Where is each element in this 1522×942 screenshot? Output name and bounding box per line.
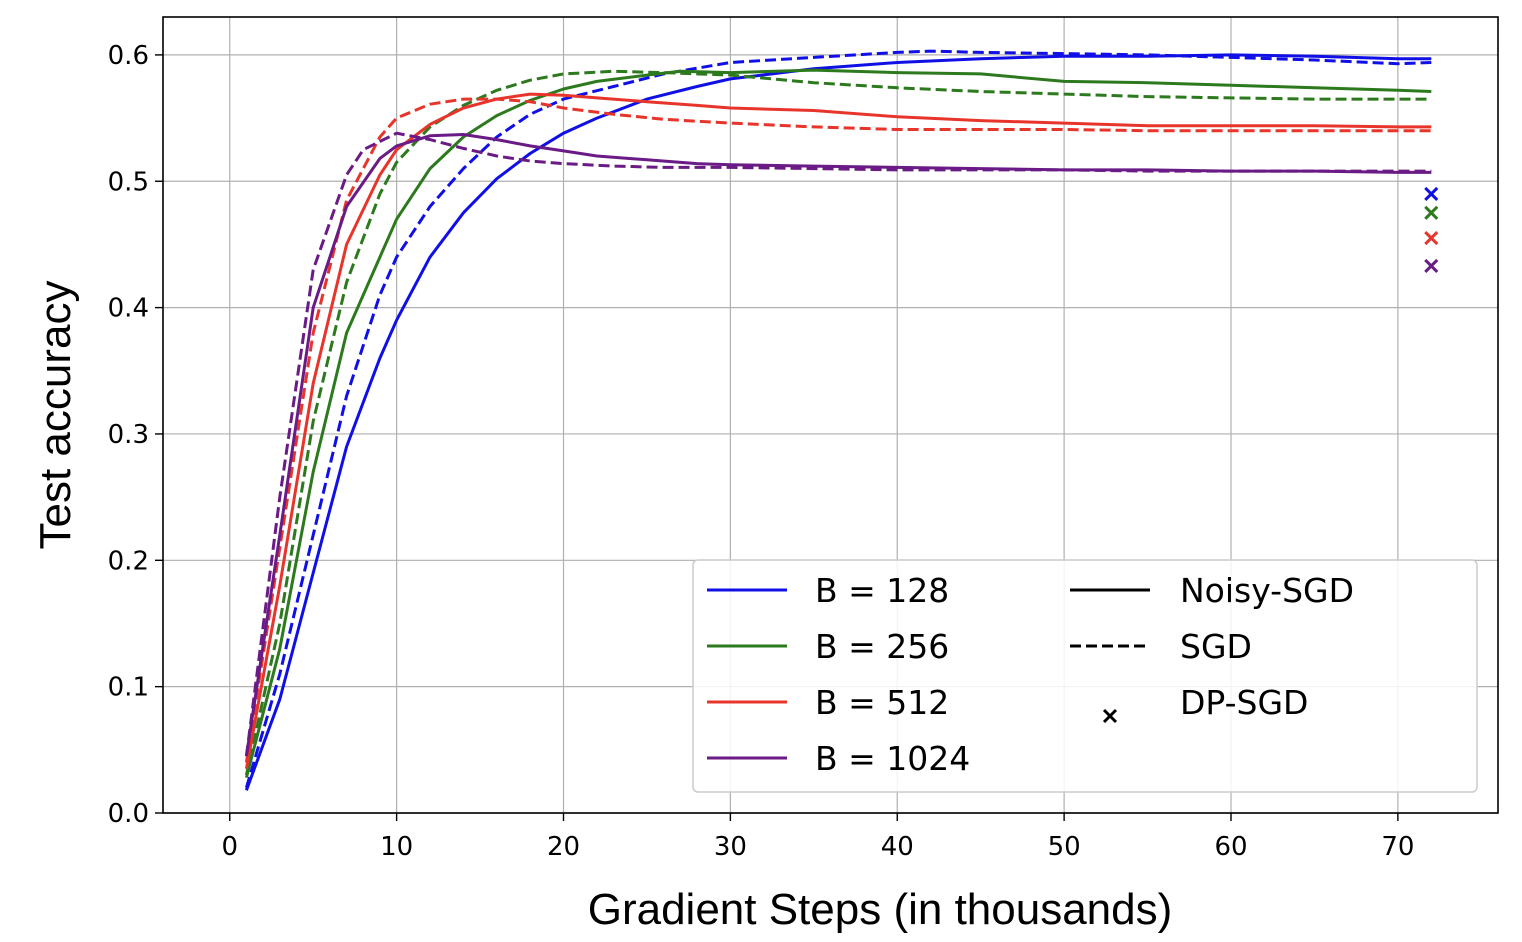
y-tick-label: 0.6 [108,41,149,71]
y-tick-label: 0.3 [108,420,149,450]
legend-method-label: DP-SGD [1180,683,1308,722]
series-line-b-128-noisy-sgd [244,53,1432,791]
dp-sgd-marker-stroke [1424,186,1439,201]
series-line-b-512-sgd [244,97,1432,763]
x-tick-label: 10 [380,832,413,862]
legend-batch-entries: B = 128 B = 256 B = 512 B = 1024 [707,571,970,778]
y-tick-label: 0.4 [108,294,149,324]
legend-box [692,559,1478,793]
legend-marker-stroke [1102,708,1118,724]
dp-sgd-marker [1424,186,1439,201]
legend: B = 128 B = 256 B = 512 B = 1024 Noisy-SGD S… [692,559,1478,793]
plot-frame [162,16,1499,814]
y-axis-ticks: 0.0 0.1 0.2 0.3 0.4 0.5 0.6 [108,41,163,829]
x-tick-label: 50 [1048,832,1081,862]
y-tick-label: 0.5 [108,167,149,197]
legend-label: B = 512 [815,683,949,722]
x-tick-label: 20 [547,832,580,862]
legend-method-label: SGD [1180,627,1252,666]
x-tick-label: 70 [1381,832,1414,862]
x-tick-label: 40 [881,832,914,862]
series-line-b-1024-sgd [244,131,1432,757]
dp-sgd-marker [1424,258,1439,273]
dp-sgd-marker [1424,231,1439,246]
dp-sgd-marker-stroke [1424,258,1439,273]
legend-label: B = 1024 [815,739,970,778]
x-tick-label: 0 [221,832,238,862]
y-tick-label: 0.2 [108,546,149,576]
y-tick-label: 0.0 [108,799,149,829]
x-axis-title: Gradient Steps (in thousands) [588,885,1173,934]
dp-sgd-markers [1424,186,1439,273]
legend-label: B = 256 [815,627,949,666]
series-line-b-512-noisy-sgd [244,92,1432,770]
dp-sgd-marker-stroke [1424,205,1439,220]
y-axis-title: Test accuracy [31,281,80,550]
series-line-b-256-sgd [244,69,1432,776]
x-tick-label: 60 [1214,832,1247,862]
legend-method-label: Noisy-SGD [1180,571,1354,610]
series-layer [244,49,1432,791]
x-tick-label: 30 [714,832,747,862]
legend-label: B = 128 [815,571,949,610]
series-line-b-256-noisy-sgd [244,68,1432,778]
legend-style-marker [1102,708,1118,724]
y-tick-label: 0.1 [108,673,149,703]
x-axis-ticks: 0 10 20 30 40 50 60 70 [221,813,1414,862]
legend-method-entries: Noisy-SGD SGD DP-SGD [1070,571,1354,724]
dp-sgd-marker [1424,205,1439,220]
dp-sgd-marker-stroke [1424,231,1439,246]
